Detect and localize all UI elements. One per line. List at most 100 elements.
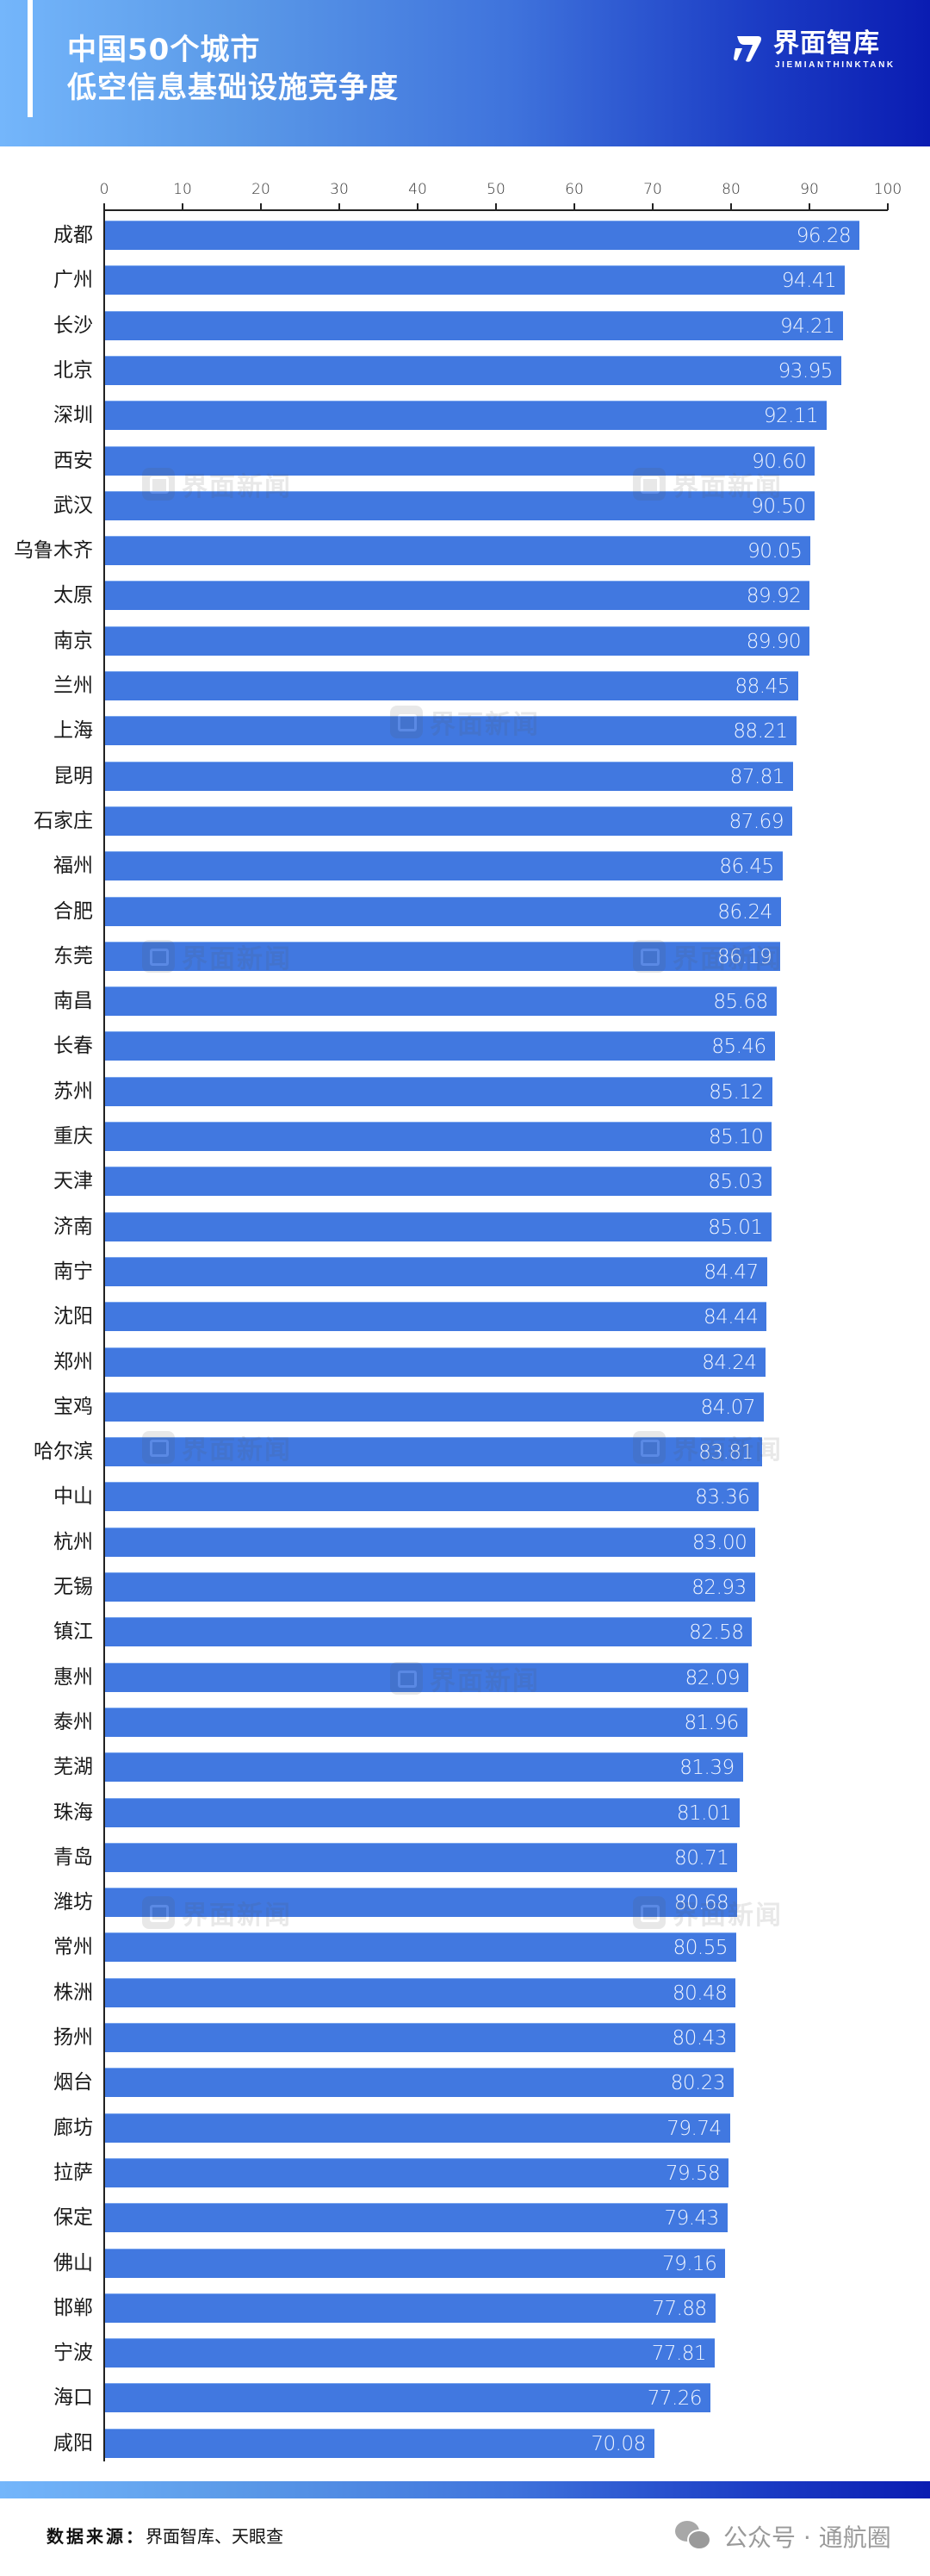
bar-value-label: 79.43: [664, 2207, 719, 2231]
bar-value-label: 94.21: [779, 314, 835, 338]
x-axis-tick-label: 90: [800, 181, 819, 198]
source-label: 数据来源：: [46, 2526, 146, 2547]
city-label: 杭州: [53, 1530, 93, 1553]
bar-row: 郑州 84.24: [0, 1347, 930, 1377]
bar-value-label: 77.81: [651, 2343, 707, 2366]
bar: 83.81: [105, 1437, 762, 1467]
city-label: 兰州: [53, 675, 93, 697]
city-label: 邯郸: [53, 2296, 93, 2319]
bar-value-label: 84.47: [704, 1260, 759, 1284]
bar-row: 南昌 85.68: [0, 986, 930, 1017]
header-accent-bar: [28, 0, 33, 117]
bar-value-label: 86.19: [716, 945, 772, 968]
bar-value-label: 80.71: [674, 1846, 729, 1870]
city-label: 广州: [53, 269, 93, 292]
bar: 88.21: [105, 716, 797, 746]
x-axis-tick: [809, 203, 810, 210]
bar-row: 中山 83.36: [0, 1482, 930, 1512]
bar-value-label: 94.41: [781, 270, 837, 293]
bar: 85.03: [105, 1167, 772, 1197]
bar-value-label: 77.88: [652, 2297, 707, 2320]
city-label: 烟台: [53, 2071, 93, 2094]
bar-row: 合肥 86.24: [0, 896, 930, 926]
bar-value-label: 80.55: [673, 1937, 728, 1960]
bar: 92.11: [105, 401, 828, 431]
city-label: 石家庄: [34, 809, 93, 832]
bar: 84.24: [105, 1347, 766, 1377]
city-label: 保定: [53, 2206, 93, 2230]
city-label: 哈尔滨: [34, 1440, 93, 1464]
bar-row: 成都 96.28: [0, 221, 930, 250]
bar: 86.45: [105, 851, 783, 881]
bar-row: 武汉 90.50: [0, 490, 930, 520]
bar-row: 哈尔滨 83.81: [0, 1437, 930, 1467]
bar: 77.26: [105, 2383, 711, 2413]
x-axis-line: [103, 209, 888, 211]
bar-value-label: 88.45: [735, 675, 790, 698]
bar: 85.68: [105, 986, 777, 1017]
bar: 84.44: [105, 1302, 767, 1332]
x-axis-tick: [652, 203, 654, 210]
bar-row: 杭州 83.00: [0, 1527, 930, 1557]
bar: 85.46: [105, 1031, 775, 1061]
bar-row: 邯郸 77.88: [0, 2293, 930, 2323]
bar: 77.81: [105, 2338, 716, 2368]
bar-value-label: 90.05: [747, 540, 803, 563]
bar-row: 珠海 81.01: [0, 1797, 930, 1827]
city-label: 合肥: [53, 899, 93, 923]
city-label: 潍坊: [53, 1891, 93, 1914]
bar: 70.08: [105, 2428, 654, 2458]
bar-value-label: 83.81: [698, 1441, 753, 1465]
bar-value-label: 82.09: [685, 1666, 741, 1689]
city-label: 西安: [53, 449, 93, 472]
bar: 85.10: [105, 1122, 772, 1151]
bar: 80.68: [105, 1888, 738, 1918]
bar: 83.36: [105, 1482, 759, 1512]
bar: 90.60: [105, 445, 815, 476]
bar-row: 廊坊 79.74: [0, 2112, 930, 2143]
bar-row: 北京 93.95: [0, 355, 930, 385]
bar-row: 镇江 82.58: [0, 1617, 930, 1647]
city-label: 深圳: [53, 404, 93, 427]
bar-value-label: 96.28: [796, 225, 852, 247]
bar-row: 惠州 82.09: [0, 1662, 930, 1692]
bar: 79.74: [105, 2112, 730, 2143]
x-axis-tick: [103, 203, 105, 210]
bar-value-label: 70.08: [591, 2432, 646, 2455]
logo-subtext: JIEMIANTHINKTANK: [775, 60, 896, 70]
bar-value-label: 79.16: [661, 2252, 717, 2275]
bar-value-label: 89.92: [746, 585, 802, 608]
bar: 94.41: [105, 265, 846, 296]
wechat-icon: [675, 2519, 713, 2554]
x-axis-tick: [730, 203, 732, 210]
bar: 79.58: [105, 2157, 729, 2187]
bar: 84.07: [105, 1391, 765, 1422]
bar-value-label: 82.58: [689, 1621, 744, 1645]
bar-row: 南宁 84.47: [0, 1256, 930, 1286]
bar-row: 石家庄 87.69: [0, 806, 930, 836]
bar: 88.45: [105, 671, 798, 700]
bar-row: 乌鲁木齐 90.05: [0, 536, 930, 566]
header-banner: 中国50个城市 低空信息基础设施竞争度 界面智库 JIEMIANTHINKTAN…: [0, 0, 930, 146]
bar-row: 沈阳 84.44: [0, 1302, 930, 1332]
bar: 80.23: [105, 2068, 735, 2098]
bar-row: 昆明 87.81: [0, 761, 930, 791]
bar-value-label: 77.26: [647, 2387, 703, 2411]
x-axis-tick-label: 80: [722, 181, 741, 198]
bar: 79.43: [105, 2203, 728, 2233]
bar-value-label: 90.60: [752, 450, 807, 473]
bar-value-label: 83.36: [695, 1486, 750, 1509]
wechat-account-name: 公众号 · 通航圈: [723, 2523, 891, 2552]
data-source: 数据来源：界面智库、天眼查: [46, 2523, 283, 2548]
city-label: 咸阳: [53, 2431, 93, 2455]
bar-value-label: 84.07: [700, 1396, 756, 1419]
bar-row: 长沙 94.21: [0, 310, 930, 340]
bar-value-label: 88.21: [733, 720, 788, 744]
bar-row: 福州 86.45: [0, 851, 930, 881]
bar-row: 太原 89.92: [0, 581, 930, 611]
bar: 87.69: [105, 806, 792, 836]
jiemian-thinktank-logo: 界面智库 JIEMIANTHINKTANK: [732, 29, 913, 74]
bar-value-label: 86.45: [719, 856, 774, 879]
bar-value-label: 85.68: [713, 991, 768, 1014]
x-axis-tick-label: 0: [99, 181, 109, 198]
